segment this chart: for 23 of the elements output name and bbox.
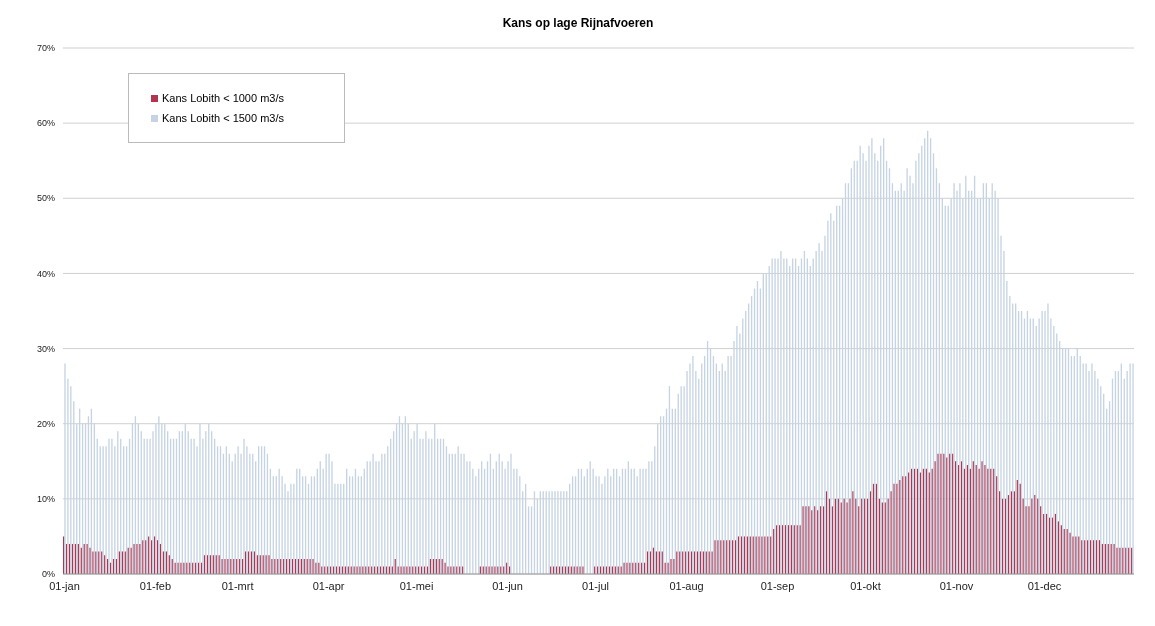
y-tick-label: 70% xyxy=(36,43,55,54)
x-tick-label: 01-sep xyxy=(760,579,795,592)
x-tick-label: 01-jan xyxy=(49,579,80,592)
y-tick-label: 10% xyxy=(36,494,55,505)
x-tick-label: 01-jun xyxy=(492,579,523,592)
y-tick-label: 30% xyxy=(36,343,55,354)
y-tick-label: 50% xyxy=(36,193,55,204)
x-tick-label: 01-apr xyxy=(312,579,345,592)
y-tick-label: 60% xyxy=(36,118,55,129)
x-tick-label: 01-feb xyxy=(139,579,172,592)
legend-label: Kans Lobith < 1500 m3/s xyxy=(162,112,284,124)
x-tick-label: 01-mei xyxy=(399,579,434,592)
y-tick-label: 40% xyxy=(36,268,55,279)
y-tick-label: 0% xyxy=(41,569,55,580)
y-tick-label: 20% xyxy=(36,418,55,429)
x-tick-label: 01-okt xyxy=(850,579,881,592)
legend-label: Kans Lobith < 1000 m3/s xyxy=(162,92,284,104)
x-tick-label: 01-aug xyxy=(669,579,704,592)
x-tick-label: 01-mrt xyxy=(221,579,254,592)
x-tick-label: 01-nov xyxy=(939,579,974,592)
chart-title: Kans op lage Rijnafvoeren xyxy=(501,16,655,30)
x-tick-label: 01-jul xyxy=(582,579,610,592)
x-tick-label: 01-dec xyxy=(1027,579,1062,592)
